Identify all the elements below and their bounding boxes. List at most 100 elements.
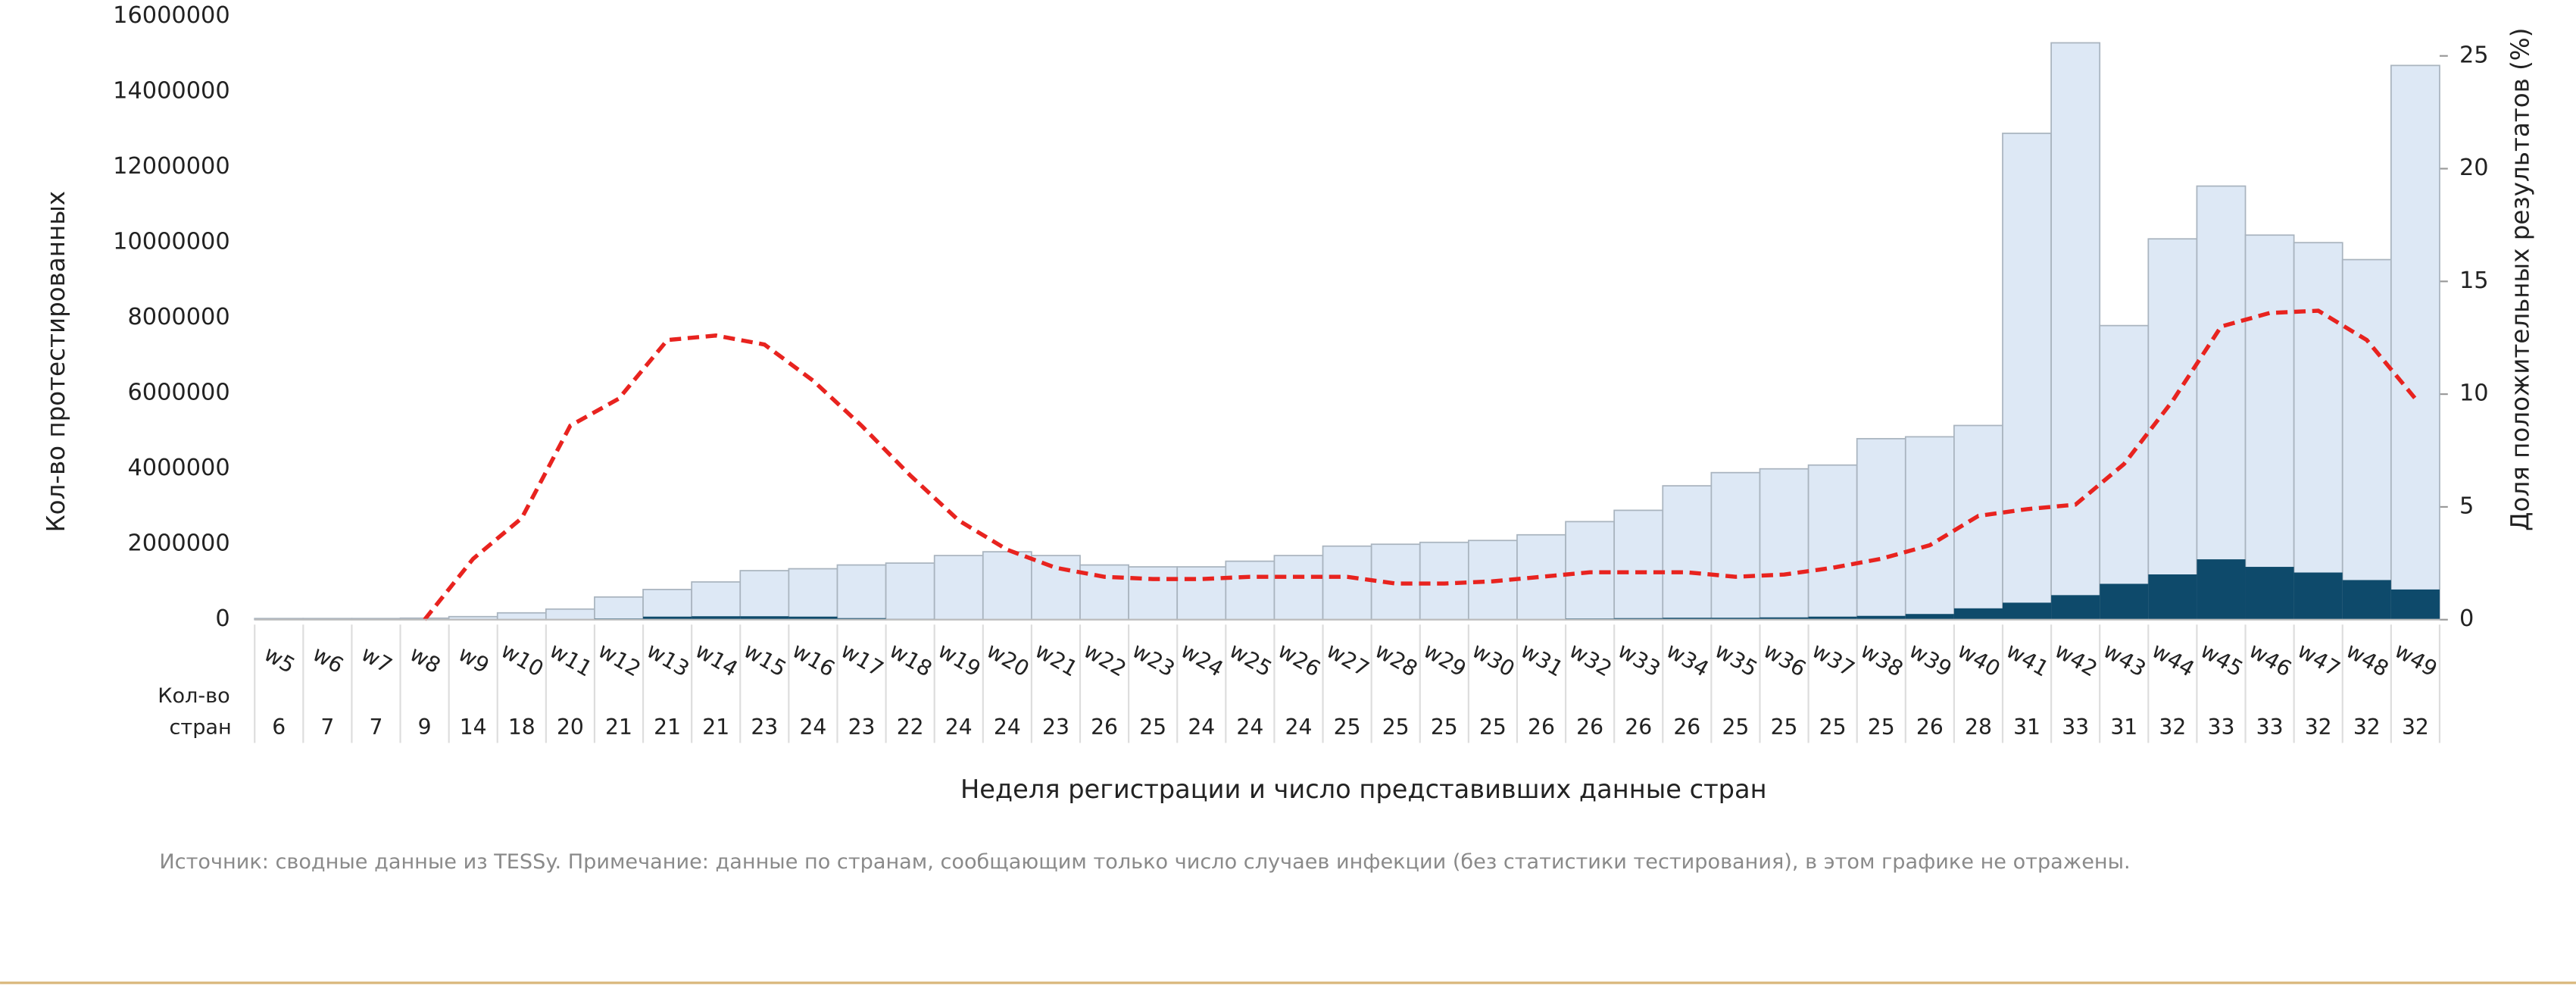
- x-tick-label: w28: [1371, 638, 1422, 682]
- country-count: 32: [2353, 715, 2381, 740]
- bar: [1663, 618, 1712, 620]
- countries-label: Кол-во: [158, 684, 230, 708]
- x-tick-label: w13: [642, 638, 694, 682]
- country-count: 23: [848, 715, 876, 740]
- country-count: 33: [2062, 715, 2089, 740]
- y-tick-label: 14000000: [113, 78, 230, 105]
- bar: [1031, 555, 1081, 621]
- bar: [933, 555, 984, 621]
- bar: [2003, 602, 2052, 620]
- country-count: 23: [751, 715, 778, 740]
- bar: [2341, 258, 2392, 621]
- x-tick-label: w45: [2196, 638, 2247, 682]
- country-count: 23: [1042, 715, 1069, 740]
- bar: [2197, 559, 2246, 620]
- bar: [788, 616, 838, 620]
- bar: [2245, 567, 2294, 620]
- x-tick-label: w26: [1273, 638, 1325, 682]
- country-count: 32: [2159, 715, 2186, 740]
- bar: [739, 570, 790, 621]
- country-count: 14: [460, 715, 487, 740]
- y2-tick-label: 5: [2459, 493, 2474, 519]
- bar: [1759, 617, 1809, 620]
- x-tick-label: w39: [1905, 638, 1956, 682]
- x-tick-label: w42: [2050, 638, 2102, 682]
- country-count: 24: [799, 715, 826, 740]
- country-count: 26: [1576, 715, 1603, 740]
- bar: [643, 616, 692, 620]
- y-tick-label: 0: [215, 605, 229, 632]
- countries-label: стран: [170, 715, 232, 739]
- x-tick-label: w30: [1468, 638, 1519, 682]
- bar: [1079, 564, 1129, 621]
- bar: [2100, 583, 2149, 620]
- country-count: 24: [945, 715, 973, 740]
- country-count: 25: [1431, 715, 1458, 740]
- bar: [788, 568, 838, 621]
- y2-tick-label: 0: [2459, 605, 2474, 632]
- bar: [1662, 485, 1713, 621]
- x-tick-label: w34: [1662, 638, 1713, 682]
- x-tick-label: w48: [2342, 638, 2393, 682]
- bar: [2051, 595, 2100, 620]
- country-count: 18: [508, 715, 535, 740]
- bar: [1516, 533, 1566, 621]
- x-tick-label: w14: [691, 638, 742, 682]
- x-tick-label: w49: [2390, 638, 2442, 682]
- x-tick-label: w8: [405, 641, 445, 678]
- bar: [1128, 566, 1179, 621]
- bar: [2002, 133, 2052, 621]
- bar: [1322, 545, 1372, 621]
- bar: [1370, 543, 1421, 621]
- country-count: 21: [654, 715, 681, 740]
- y-tick-label: 2000000: [127, 530, 229, 557]
- country-count: 26: [1528, 715, 1555, 740]
- x-tick-label: w35: [1710, 638, 1762, 682]
- y2-tick-label: 25: [2459, 42, 2489, 68]
- bar: [1711, 618, 1760, 620]
- country-count: 26: [1673, 715, 1700, 740]
- y-tick-label: 12000000: [113, 153, 230, 180]
- y-tick-label: 10000000: [113, 229, 230, 255]
- country-count: 31: [2110, 715, 2137, 740]
- bar: [2390, 64, 2440, 621]
- bar: [740, 616, 789, 620]
- bar: [1807, 464, 1858, 621]
- x-tick-label: w16: [788, 638, 839, 682]
- y-tick-label: 6000000: [127, 380, 229, 406]
- country-count: 20: [557, 715, 584, 740]
- x-tick-label: w6: [308, 641, 348, 678]
- x-tick-label: w33: [1613, 638, 1665, 682]
- country-count: 21: [702, 715, 729, 740]
- bar: [1273, 555, 1324, 621]
- x-tick-label: w21: [1031, 638, 1082, 682]
- country-count: 7: [320, 715, 334, 740]
- country-count: 25: [1382, 715, 1410, 740]
- bar: [1904, 436, 1955, 621]
- bar: [2196, 185, 2247, 621]
- country-count: 22: [897, 715, 924, 740]
- y-tick-label: 8000000: [127, 304, 229, 330]
- x-tick-label: w31: [1516, 638, 1568, 682]
- x-tick-label: w23: [1128, 638, 1179, 682]
- bar: [2099, 324, 2150, 621]
- country-count: 32: [2305, 715, 2332, 740]
- country-count: 7: [370, 715, 383, 740]
- x-tick-label: w5: [260, 641, 299, 678]
- bar: [1225, 560, 1276, 621]
- country-count: 24: [1285, 715, 1313, 740]
- bar: [2244, 234, 2295, 621]
- x-tick-label: w32: [1565, 638, 1616, 682]
- x-tick-label: w15: [739, 638, 791, 682]
- bar: [2293, 572, 2343, 620]
- country-count: 32: [2402, 715, 2429, 740]
- country-count: 25: [1819, 715, 1847, 740]
- bar: [496, 612, 547, 621]
- country-count: 24: [1236, 715, 1263, 740]
- country-count: 25: [1771, 715, 1798, 740]
- bar: [1808, 616, 1857, 620]
- country-count: 25: [1139, 715, 1166, 740]
- country-count: 24: [1188, 715, 1215, 740]
- bar: [1856, 438, 1906, 621]
